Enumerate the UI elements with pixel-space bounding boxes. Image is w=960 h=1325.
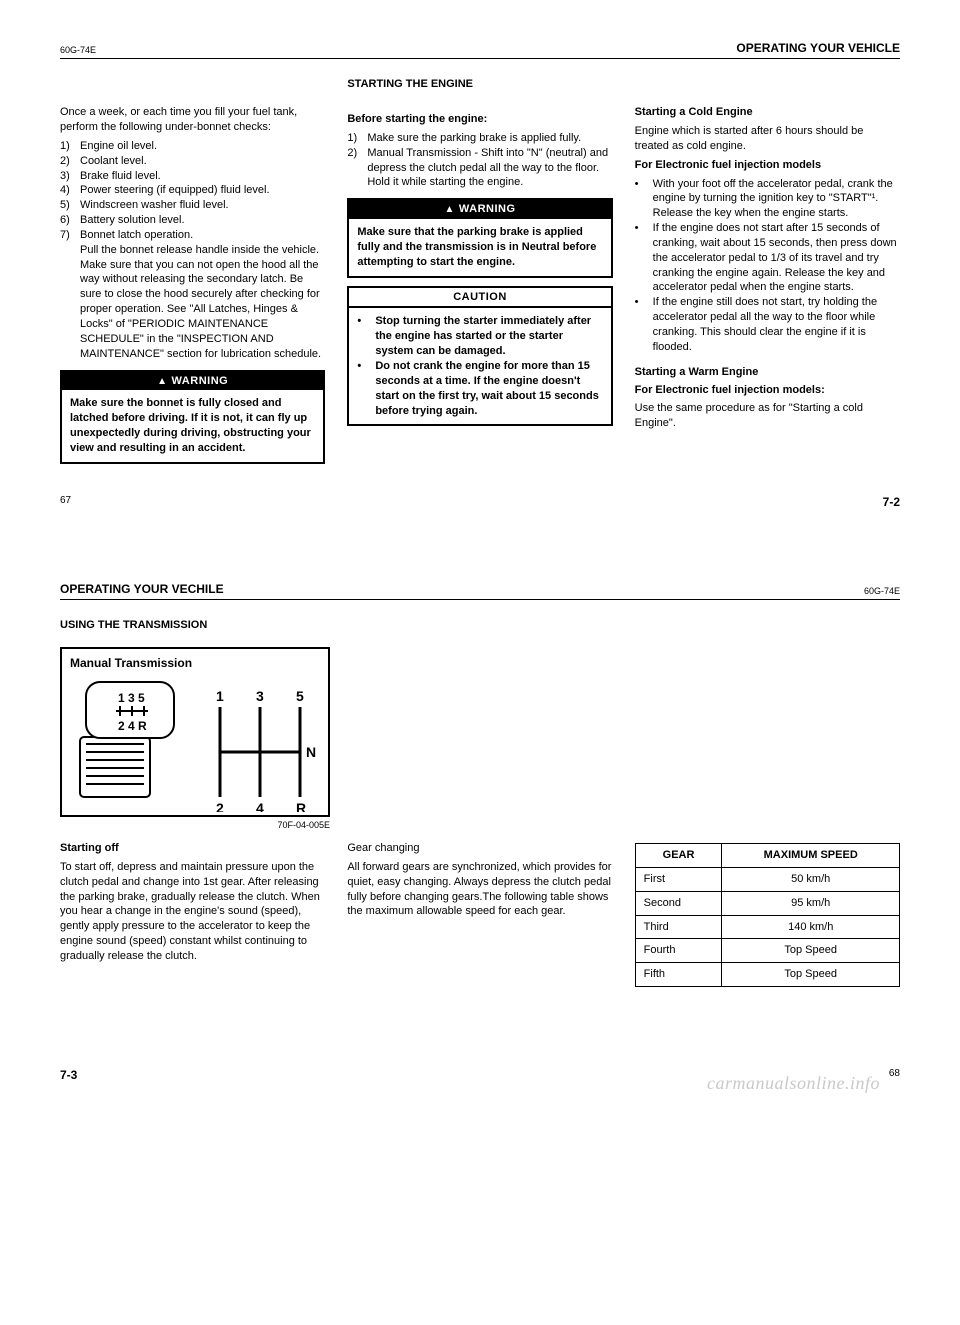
page-lower: OPERATING YOUR VECHILE 60G-74E USING THE… [0,540,960,1113]
column-3: GEAR MAXIMUM SPEED First50 km/h Second95… [635,841,900,987]
svg-text:5: 5 [296,688,304,704]
warning-body: Make sure the bonnet is fully closed and… [62,390,323,461]
svg-text:1 3 5: 1 3 5 [118,691,145,705]
figure-title: Manual Transmission [70,655,320,671]
column-2: STARTING THE ENGINE Before starting the … [347,77,612,464]
list-item: 1)Make sure the parking brake is applied… [347,131,612,146]
before-steps: 1)Make sure the parking brake is applied… [347,131,612,190]
content-columns-2: Starting off To start off, depress and m… [60,841,900,987]
list-item: •If the engine does not start after 15 s… [635,221,900,295]
footer-left: 67 [60,494,71,510]
caution-body: •Stop turning the starter immediately af… [349,308,610,424]
table-header: MAXIMUM SPEED [722,844,900,868]
header-rule: OPERATING YOUR VECHILE 60G-74E [60,581,900,600]
caution-callout: CAUTION •Stop turning the starter immedi… [347,286,612,427]
list-item: •With your foot off the accelerator peda… [635,177,900,222]
table-row: Third140 km/h [635,915,899,939]
table-row: First50 km/h [635,867,899,891]
list-item: 1)Engine oil level. [60,139,325,154]
list-item: •Stop turning the starter immediately af… [357,314,602,359]
check-list: 1)Engine oil level. 2)Coolant level. 3)B… [60,139,325,243]
column-3: Starting a Cold Engine Engine which is s… [635,77,900,464]
cold-intro: Engine which is started after 6 hours sh… [635,124,900,154]
list-item: 7)Bonnet latch operation. [60,228,325,243]
cold-heading: Starting a Cold Engine [635,106,753,118]
list-item: 6)Battery solution level. [60,213,325,228]
list-item: 2)Manual Transmission - Shift into "N" (… [347,146,612,191]
gear-changing-body: All forward gears are synchronized, whic… [347,860,612,919]
list-item: 3)Brake fluid level. [60,169,325,184]
starting-off-heading: Starting off [60,842,119,854]
starting-engine-heading: STARTING THE ENGINE [347,77,612,92]
transmission-heading: USING THE TRANSMISSION [60,618,900,633]
table-header-row: GEAR MAXIMUM SPEED [635,844,899,868]
footer-right: 68 [889,1067,900,1083]
check7-detail: Pull the bonnet release handle inside th… [60,243,325,362]
section-title: OPERATING YOUR VECHILE [60,581,224,597]
warning-icon: ▲ [444,204,454,215]
header-rule: 60G-74E OPERATING YOUR VEHICLE [60,40,900,59]
svg-text:4: 4 [256,800,264,812]
table-row: FifthTop Speed [635,963,899,987]
gear-speed-table: GEAR MAXIMUM SPEED First50 km/h Second95… [635,843,900,987]
svg-text:2 4 R: 2 4 R [118,719,147,733]
efi-list: •With your foot off the accelerator peda… [635,177,900,355]
transmission-figure: Manual Transmission 1 3 5 2 4 R [60,647,330,817]
efi-heading: For Electronic fuel injection models [635,159,821,171]
warning-icon: ▲ [157,376,167,387]
watermark: carmanualsonline.info [707,1071,880,1095]
warning-body: Make sure that the parking brake is appl… [349,219,610,276]
warning-bar: ▲WARNING [349,200,610,219]
footer: 67 7-2 [60,494,900,510]
table-header: GEAR [635,844,722,868]
gear-changing-heading: Gear changing [347,841,612,856]
warm-heading: Starting a Warm Engine [635,365,900,380]
intro-text: Once a week, or each time you fill your … [60,105,325,135]
svg-text:3: 3 [256,688,264,704]
starting-off-body: To start off, depress and maintain press… [60,860,325,964]
footer-left: 7-3 [60,1067,77,1083]
doc-code: 60G-74E [864,585,900,597]
table-row: FourthTop Speed [635,939,899,963]
shift-pattern-icon: 1 3 5 2 4 R 1 3 5 N 2 4 [70,677,320,812]
list-item: 5)Windscreen washer fluid level. [60,198,325,213]
list-item: •If the engine still does not start, try… [635,295,900,354]
svg-text:1: 1 [216,688,224,704]
doc-code: 60G-74E [60,44,96,56]
column-2: Gear changing All forward gears are sync… [347,841,612,987]
list-item: 4)Power steering (if equipped) fluid lev… [60,183,325,198]
column-1: Once a week, or each time you fill your … [60,77,325,464]
page-upper: 60G-74E OPERATING YOUR VEHICLE Once a we… [0,0,960,540]
figure-caption: 70F-04-005E [60,819,330,831]
svg-text:2: 2 [216,800,224,812]
warning-callout-2: ▲WARNING Make sure that the parking brak… [347,198,612,277]
svg-text:R: R [296,800,306,812]
list-item: 2)Coolant level. [60,154,325,169]
warm-body: Use the same procedure as for "Starting … [635,401,900,431]
caution-bar: CAUTION [349,288,610,309]
column-1: Starting off To start off, depress and m… [60,841,325,987]
warm-sub: For Electronic fuel injection models: [635,384,825,396]
svg-text:N: N [306,744,316,760]
table-row: Second95 km/h [635,891,899,915]
footer-right: 7-2 [883,494,900,510]
section-title: OPERATING YOUR VEHICLE [736,40,900,56]
list-item: •Do not crank the engine for more than 1… [357,359,602,418]
warning-bar: ▲WARNING [62,372,323,391]
content-columns: Once a week, or each time you fill your … [60,77,900,464]
warning-callout: ▲WARNING Make sure the bonnet is fully c… [60,370,325,464]
before-heading: Before starting the engine: [347,113,487,125]
